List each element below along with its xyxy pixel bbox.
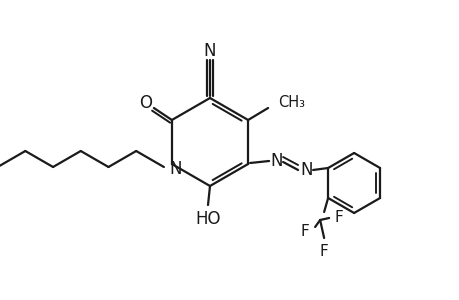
Text: N: N <box>203 42 216 60</box>
Text: N: N <box>270 152 283 170</box>
Text: CH₃: CH₃ <box>278 94 304 110</box>
Text: N: N <box>169 160 182 178</box>
Text: O: O <box>139 94 152 112</box>
Text: N: N <box>300 161 313 179</box>
Text: F: F <box>334 209 343 224</box>
Text: F: F <box>300 224 309 239</box>
Text: HO: HO <box>195 210 220 228</box>
Text: F: F <box>319 244 328 260</box>
